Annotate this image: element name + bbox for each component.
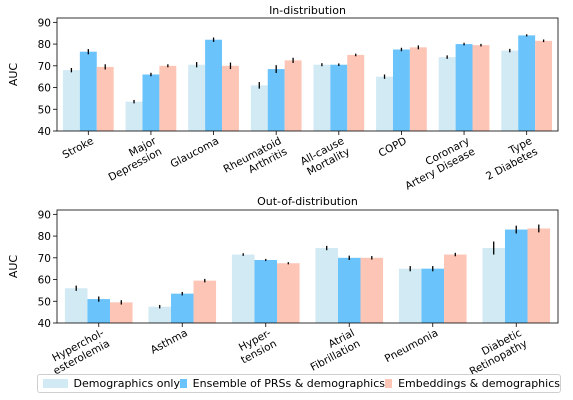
y-axis-label: AUC	[7, 63, 20, 87]
bar	[254, 259, 278, 323]
bar	[222, 65, 239, 131]
legend-swatch-prs	[180, 379, 187, 388]
legend-item-embeddings: Embeddings & demographics	[385, 377, 560, 390]
x-tick-label: AtrialFibrillation	[303, 327, 362, 374]
x-tick-label-line: COPD	[377, 135, 409, 160]
y-tick-label: 70	[38, 61, 51, 73]
chart-title: Out-of-distribution	[257, 195, 358, 208]
y-tick-label: 60	[38, 275, 51, 287]
x-tick-label-line: Glaucoma	[169, 135, 221, 170]
bar	[472, 45, 490, 131]
x-tick-label: COPD	[377, 135, 409, 160]
bar	[64, 288, 88, 323]
bar	[159, 65, 177, 131]
chart-title: In-distribution	[269, 4, 346, 17]
bar	[421, 268, 445, 323]
bar	[347, 54, 365, 131]
bar	[518, 35, 536, 132]
bar	[409, 47, 427, 131]
chart-panel-2: Out-of-distribution AUC 40 50 60 70 80 90 Hyperc…	[7, 195, 559, 378]
bar	[504, 229, 528, 323]
bar	[398, 268, 422, 323]
bar	[337, 257, 361, 323]
y-tick-label: 80	[38, 231, 51, 243]
bar	[392, 49, 410, 132]
x-tick-label-line: Stroke	[61, 135, 96, 161]
x-tick-label: Hyper-tension	[233, 327, 279, 366]
bar	[231, 254, 255, 323]
plot-frame	[56, 17, 559, 132]
legend-swatch-embeddings	[385, 379, 393, 388]
bar	[313, 64, 331, 131]
x-tick-label: Hyperchol-esterolemia	[46, 327, 112, 377]
bar	[267, 69, 285, 131]
legend-label-embeddings: Embeddings & demographics	[398, 377, 560, 390]
y-tick-label: 70	[38, 253, 51, 265]
y-tick-label: 40	[38, 126, 51, 138]
bar	[527, 228, 551, 323]
bar	[284, 60, 302, 131]
x-tick-label: Stroke	[61, 135, 96, 161]
y-tick-label: 90	[38, 17, 51, 29]
chart-panel-1: In-distribution AUC 40 50 60 70 80 90 Stroke Majo…	[7, 4, 559, 193]
bar	[96, 66, 114, 131]
bar	[142, 74, 160, 131]
x-tick-label: All-causeMortality	[299, 135, 352, 179]
y-tick-label: 90	[38, 209, 51, 221]
bar	[188, 64, 206, 131]
x-tick-label: DiabeticRetinopathy	[462, 327, 530, 378]
legend-label-prs: Ensemble of PRSs & demographics	[192, 377, 385, 390]
legend-label-demographics: Demographics only	[73, 377, 180, 390]
bar	[277, 263, 300, 323]
y-tick-label: 50	[38, 104, 51, 116]
bar	[315, 248, 338, 323]
bar	[535, 40, 553, 131]
bar	[330, 64, 348, 131]
legend-item-prs: Ensemble of PRSs & demographics	[180, 377, 385, 390]
bar	[438, 57, 456, 131]
y-tick-label: 60	[38, 83, 51, 95]
bar	[444, 254, 467, 323]
bar	[205, 39, 223, 131]
x-tick-label: RheumatoidArthritis	[222, 135, 290, 186]
legend-swatch-demographics	[43, 379, 68, 388]
bar	[170, 293, 194, 323]
bar	[87, 299, 111, 323]
x-tick-label: Type2 Diabetes	[478, 135, 539, 183]
bar	[110, 302, 133, 323]
x-tick-label-line: Pneumonia	[383, 327, 440, 365]
x-tick-label-line: Asthma	[149, 327, 190, 356]
y-tick-label: 80	[38, 39, 51, 51]
x-tick-label: Asthma	[149, 327, 190, 356]
bar	[62, 70, 80, 131]
x-tick-label: CoronaryArtery Disease	[398, 135, 477, 192]
legend-item-demographics: Demographics only	[43, 377, 180, 390]
x-tick-label: Pneumonia	[383, 327, 440, 365]
bar	[250, 85, 268, 131]
bar	[360, 257, 384, 323]
bar	[148, 306, 171, 323]
bar	[455, 44, 473, 132]
legend: Demographics only Ensemble of PRSs & dem…	[37, 374, 561, 393]
bar	[482, 248, 505, 323]
plot-frame	[56, 209, 559, 324]
bar	[501, 50, 519, 131]
x-tick-label: Glaucoma	[169, 135, 221, 170]
bar	[125, 101, 143, 131]
y-axis-label: AUC	[7, 255, 20, 279]
y-tick-label: 40	[38, 318, 51, 330]
y-tick-label: 50	[38, 296, 51, 308]
x-tick-label: MajorDepression	[101, 135, 165, 184]
bar	[79, 51, 97, 131]
bar	[376, 76, 393, 131]
bar	[193, 280, 217, 323]
